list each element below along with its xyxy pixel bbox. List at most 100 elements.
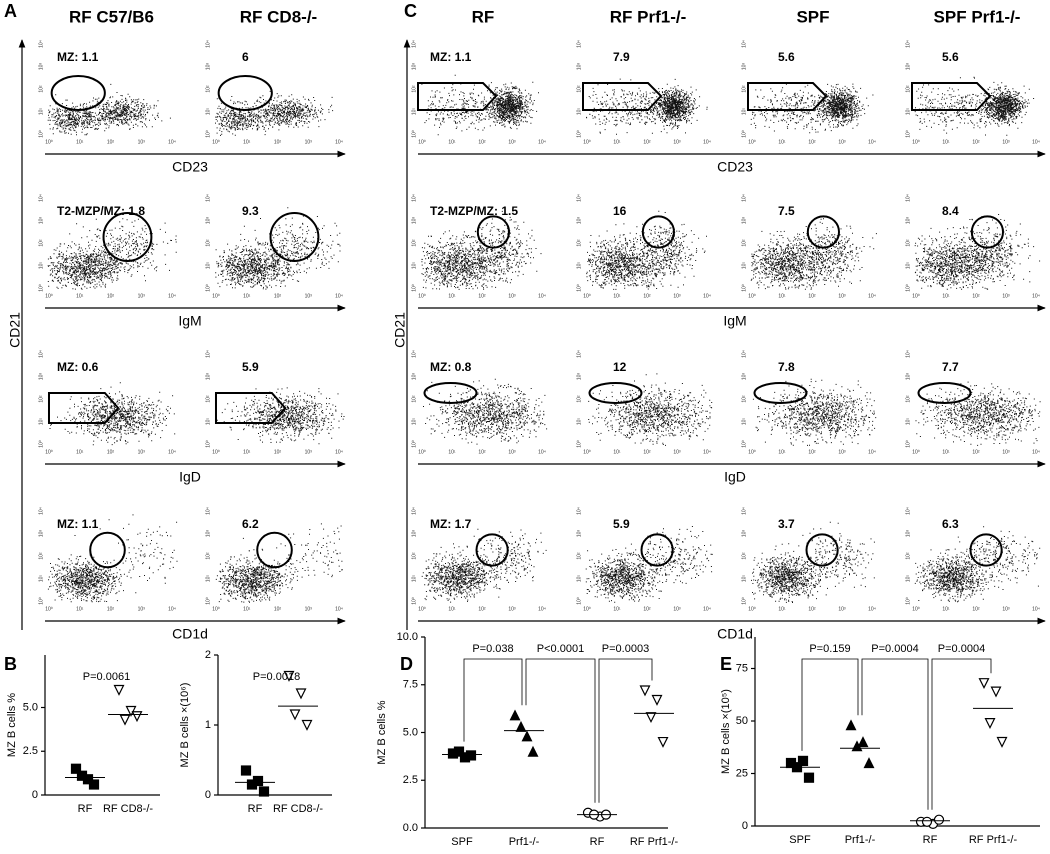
flow-tick-label: 10⁰ [411,130,417,138]
p-value: P=0.0018 [253,671,300,683]
y-axis-label: CD21 [392,312,408,348]
gate [423,382,478,404]
flow-tick-label: 10¹ [576,108,582,116]
flow-tick-label: 10⁰ [418,449,426,455]
event-dots [421,528,547,603]
flow-tick-label: 10¹ [942,606,950,612]
y-tick-label: 1 [205,719,211,731]
flow-tick-label: 10⁰ [905,284,911,292]
panel-label: A [4,1,17,21]
panel-label: D [400,654,413,674]
flow-tick-label: 10⁴ [703,293,711,299]
x-axis-label: CD1d [172,626,208,642]
flow-tick-label: 10⁴ [168,139,176,145]
gate [753,382,808,404]
flow-tick-label: 10² [741,85,747,93]
flow-tick-label: 10¹ [411,575,417,583]
p-value: P=0.038 [472,643,513,655]
y-tick-label: 7.5 [403,679,418,691]
flow-tick-label: 10⁰ [741,597,747,605]
gate-label: 8.4 [942,204,959,218]
flow-tick-label: 10⁴ [168,449,176,455]
flow-tick-label: 10¹ [576,575,582,583]
event-dots [215,207,341,290]
flow-tick-label: 10³ [38,373,44,381]
event-dots [586,210,707,290]
event-dots [914,76,1035,136]
flow-tick-label: 10³ [741,217,747,225]
x-axis-label: IgM [178,313,201,329]
gate-label: 6.2 [242,517,259,531]
gate-label: MZ: 1.7 [430,517,472,531]
flow-tick-label: 10³ [838,293,846,299]
dot-marker [113,684,125,696]
x-axis-label: CD23 [172,159,208,175]
flow-tick-label: 10⁴ [335,606,343,612]
flow-tick-label: 10³ [305,606,313,612]
flow-tick-label: 10⁰ [205,130,211,138]
flow-tick-label: 10¹ [411,108,417,116]
column-header: RF C57/B6 [69,7,154,26]
x-tick-label: Prf1-/- [509,836,540,848]
flow-tick-label: 10⁴ [168,606,176,612]
flow-tick-label: 10³ [905,530,911,538]
flow-tick-label: 10⁴ [205,350,211,358]
flow-tick-label: 10³ [305,293,313,299]
x-tick-label: RF Prf1-/- [630,836,679,848]
flow-tick-label: 10² [576,239,582,247]
comparison-bracket [861,658,929,810]
flow-tick-label: 10⁰ [583,139,591,145]
flow-tick-label: 10⁴ [335,293,343,299]
event-dots [914,214,1041,290]
event-dots [216,387,345,445]
flow-tick-label: 10⁰ [38,597,44,605]
flow-tick-label: 10⁰ [583,293,591,299]
flow-tick-label: 10¹ [905,108,911,116]
flow-tick-label: 10¹ [411,418,417,426]
dot-marker [515,720,527,732]
flow-tick-label: 10³ [411,373,417,381]
comparison-bracket [463,658,523,742]
flow-tick-label: 10² [478,449,486,455]
flow-tick-label: 10⁰ [418,293,426,299]
y-axis-label: MZ B cells ×(10⁵) [720,689,732,774]
event-dots [423,378,548,445]
dot-marker [453,746,465,757]
flow-tick-label: 10⁴ [905,40,911,48]
dot-marker [521,730,533,742]
flow-tick-label: 10² [411,85,417,93]
flow-tick-label: 10¹ [76,449,84,455]
x-axis-label: CD1d [717,626,753,642]
flow-tick-label: 10⁰ [418,606,426,612]
event-dots [915,381,1041,446]
flow-tick-label: 10¹ [741,575,747,583]
flow-tick-label: 10⁴ [38,350,44,358]
dot-marker [996,736,1008,748]
flow-tick-label: 10⁴ [1032,293,1040,299]
dot-marker [984,717,996,729]
flow-tick-label: 10² [808,606,816,612]
flow-tick-label: 10² [741,395,747,403]
flow-tick-label: 10⁴ [741,194,747,202]
dot-marker [509,709,521,721]
flow-tick-label: 10³ [411,63,417,71]
flow-tick-label: 10⁰ [212,606,220,612]
dot-marker [657,736,669,748]
flow-tick-label: 10⁰ [411,597,417,605]
gate-label: 12 [613,360,627,374]
flow-tick-label: 10⁰ [38,440,44,448]
dot-marker [845,719,857,731]
flow-tick-label: 10³ [138,449,146,455]
flow-tick-label: 10³ [205,373,211,381]
dot-marker [131,711,143,723]
flow-tick-label: 10¹ [243,449,251,455]
flow-tick-label: 10² [905,552,911,560]
flow-tick-label: 10² [274,449,282,455]
flow-tick-label: 10¹ [613,139,621,145]
